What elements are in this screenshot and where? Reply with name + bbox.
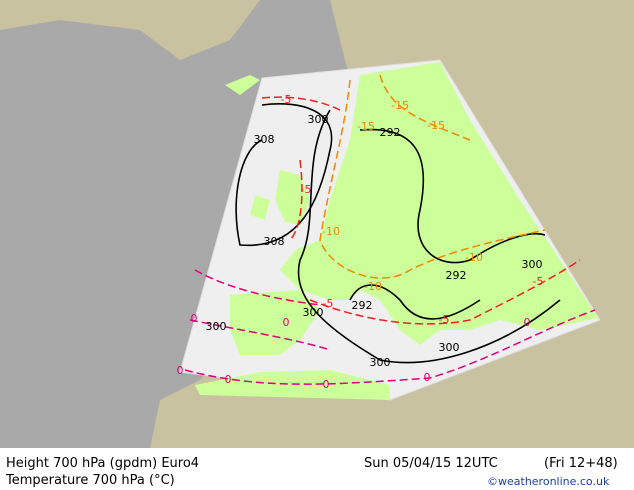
temperature-label: 0 bbox=[524, 316, 531, 329]
height-label: 308 bbox=[254, 133, 275, 146]
temperature-label: -15 bbox=[427, 119, 445, 132]
height-label: 292 bbox=[380, 126, 401, 139]
temperature-label: 0 bbox=[424, 371, 431, 384]
temperature-label: 0 bbox=[177, 364, 184, 377]
temperature-label: -15 bbox=[357, 120, 375, 133]
map: 308300292308300292292300300300300-5-5-10… bbox=[0, 0, 634, 448]
temperature-contour bbox=[184, 269, 596, 385]
temperature-label: -10 bbox=[322, 225, 340, 238]
land-africa bbox=[195, 370, 390, 400]
land-iberia bbox=[230, 290, 320, 355]
height-label: 300 bbox=[206, 320, 227, 333]
footer-date: Sun 05/04/15 12UTC bbox=[364, 456, 498, 471]
height-contour bbox=[359, 128, 546, 264]
temperature-label: -5 bbox=[323, 297, 334, 310]
temperature-label: -5 bbox=[301, 183, 312, 196]
height-label: 300 bbox=[303, 306, 324, 319]
height-label: 300 bbox=[308, 113, 329, 126]
height-label: 292 bbox=[446, 269, 467, 282]
footer-lead: (Fri 12+48) bbox=[544, 456, 618, 471]
temperature-contour bbox=[319, 79, 546, 279]
temperature-contour bbox=[261, 96, 581, 325]
height-contour bbox=[349, 284, 481, 320]
height-contour bbox=[297, 109, 561, 364]
temperature-label: -5 bbox=[281, 93, 292, 106]
height-label: 300 bbox=[522, 258, 543, 271]
footer-subtitle: Temperature 700 hPa (°C) bbox=[6, 473, 175, 488]
greenland bbox=[0, 0, 260, 60]
temperature-label: 0 bbox=[191, 312, 198, 325]
footer-title: Height 700 hPa (gpdm) Euro4 bbox=[6, 456, 200, 471]
temperature-label: -15 bbox=[391, 99, 409, 112]
temperature-label: -5 bbox=[439, 313, 450, 326]
land-iceland bbox=[225, 75, 260, 95]
temperature-label: 0 bbox=[225, 373, 232, 386]
height-label: 300 bbox=[439, 341, 460, 354]
temperature-label: -10 bbox=[465, 251, 483, 264]
height-label: 292 bbox=[352, 299, 373, 312]
temperature-label: -10 bbox=[364, 280, 382, 293]
height-label: 308 bbox=[264, 235, 285, 248]
temperature-label: 0 bbox=[323, 378, 330, 391]
footer-credit: ©weatheronline.co.uk bbox=[487, 475, 610, 488]
land-british-isles bbox=[250, 170, 310, 225]
height-contour bbox=[235, 103, 333, 247]
temperature-label: 0 bbox=[283, 316, 290, 329]
height-label: 300 bbox=[370, 356, 391, 369]
temperature-label: -5 bbox=[533, 275, 544, 288]
temperature-contour bbox=[379, 74, 471, 141]
